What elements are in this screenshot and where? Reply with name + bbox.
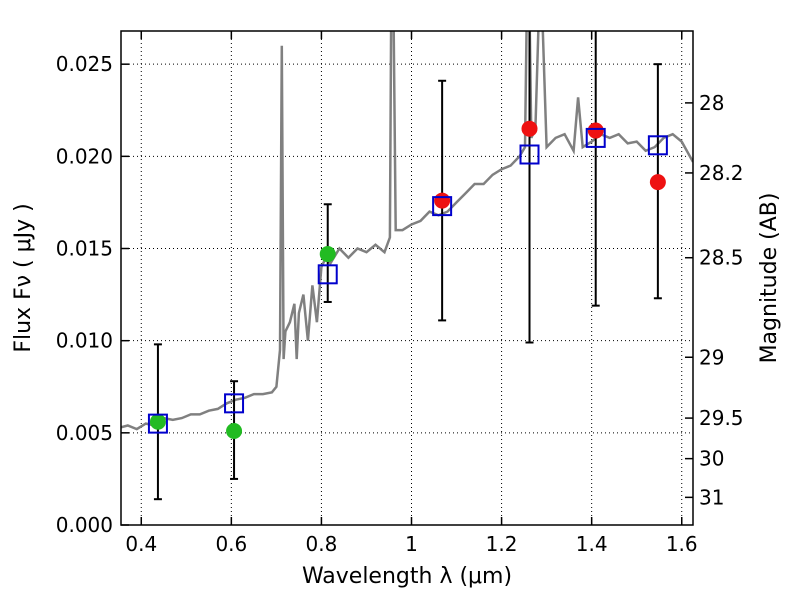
y-axis-ticks: 0.000 0.005 0.010 0.015 0.020 0.025 — [56, 52, 129, 537]
y-tick-label: 0.000 — [56, 513, 113, 537]
x-axis-label: Wavelength λ (μm) — [302, 564, 512, 589]
y2-tick-label: 28 — [699, 91, 724, 115]
circle-marker-1-3 — [649, 174, 666, 191]
y-tick-label: 0.015 — [56, 237, 113, 261]
circle-marker-0-2 — [319, 246, 336, 263]
circle-marker-1-2 — [587, 122, 604, 139]
circle-marker-1-0 — [434, 192, 451, 209]
plot-area — [121, 31, 693, 501]
markers — [147, 120, 668, 439]
square-marker-4 — [519, 144, 540, 165]
square-marker-3 — [432, 196, 453, 217]
circle-marker-0-0 — [149, 413, 166, 430]
grid-lines — [121, 31, 693, 525]
square-marker-2 — [317, 264, 338, 285]
spectrum-line — [121, 31, 693, 431]
y-axis-label: Flux Fν ( μJy ) — [11, 203, 36, 352]
y2-tick-label: 28.2 — [699, 161, 744, 185]
plot-frame — [120, 30, 694, 526]
circle-marker-1-1 — [521, 120, 538, 137]
error-bar-4 — [525, 31, 534, 344]
x-tick-label: 1.2 — [486, 532, 518, 556]
square-marker-0 — [147, 413, 168, 434]
y-tick-label: 0.025 — [56, 52, 113, 76]
x-axis-ticks: 0.4 0.6 0.8 1 1.2 1.4 1.6 — [125, 31, 698, 556]
x-tick-label: 1.4 — [576, 532, 608, 556]
x-tick-label: 0.6 — [215, 532, 247, 556]
y-tick-label: 0.005 — [56, 421, 113, 445]
y2-tick-label: 30 — [699, 447, 724, 471]
circle-marker-0-1 — [226, 422, 243, 439]
y2-axis-label: Magnitude (AB) — [757, 193, 782, 364]
square-marker-5 — [585, 127, 606, 148]
y-tick-label: 0.020 — [56, 144, 113, 168]
x-tick-label: 0.4 — [125, 532, 157, 556]
y2-tick-label: 31 — [699, 485, 724, 509]
y-tick-label: 0.010 — [56, 329, 113, 353]
x-tick-label: 0.8 — [306, 532, 338, 556]
y2-tick-label: 29.5 — [699, 406, 744, 430]
error-bar-5 — [591, 31, 600, 307]
y2-tick-label: 28.5 — [699, 246, 744, 270]
square-marker-6 — [647, 135, 668, 156]
y2-tick-label: 29 — [699, 345, 724, 369]
y2-axis-ticks: 28 28.2 28.5 29 29.5 30 31 — [685, 91, 744, 509]
x-tick-label: 1.6 — [666, 532, 698, 556]
square-marker-1 — [224, 393, 245, 414]
x-tick-label: 1 — [405, 532, 418, 556]
